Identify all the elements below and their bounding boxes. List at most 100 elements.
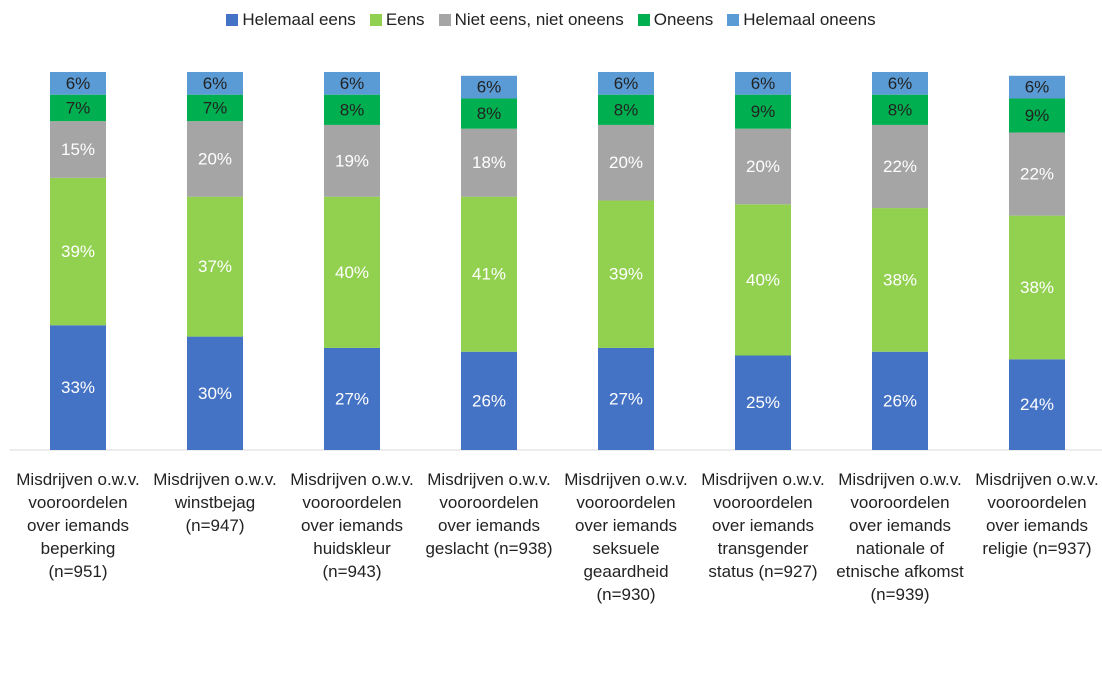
data-label: 8% bbox=[340, 100, 365, 119]
data-label: 19% bbox=[335, 151, 369, 170]
bar-segment bbox=[50, 325, 106, 450]
x-tick-label: Misdrijven o.w.v. winstbejag (n=947) bbox=[153, 470, 277, 535]
legend-label: Niet eens, niet oneens bbox=[454, 10, 624, 29]
data-label: 27% bbox=[609, 389, 643, 408]
bar-segment bbox=[461, 196, 517, 352]
legend-item: Helemaal oneens bbox=[727, 10, 876, 30]
legend-swatch bbox=[226, 14, 239, 26]
data-label: 33% bbox=[61, 378, 95, 397]
data-label: 8% bbox=[614, 100, 639, 119]
legend-swatch bbox=[727, 14, 740, 26]
bar-segment bbox=[324, 72, 380, 95]
data-label: 41% bbox=[472, 265, 506, 284]
bar-segment bbox=[187, 72, 243, 95]
bar-segment bbox=[461, 128, 517, 197]
bar-segment bbox=[324, 124, 380, 197]
data-label: 15% bbox=[61, 140, 95, 159]
data-label: 25% bbox=[746, 393, 780, 412]
bar-segment bbox=[872, 351, 928, 450]
bar-segment bbox=[1009, 215, 1065, 360]
bar-segment bbox=[735, 72, 791, 95]
data-label: 6% bbox=[203, 74, 228, 93]
bar-segment bbox=[187, 196, 243, 337]
legend-item: Oneens bbox=[637, 10, 714, 30]
data-label: 39% bbox=[61, 242, 95, 261]
data-label: 22% bbox=[1020, 165, 1054, 184]
data-label: 9% bbox=[751, 102, 776, 121]
data-label: 24% bbox=[1020, 395, 1054, 414]
x-tick-label: Misdrijven o.w.v. vooroordelen over iema… bbox=[425, 470, 553, 558]
data-label: 37% bbox=[198, 257, 232, 276]
data-label: 6% bbox=[66, 74, 91, 93]
legend-label: Eens bbox=[385, 10, 425, 29]
data-label: 8% bbox=[477, 104, 502, 123]
data-label: 22% bbox=[883, 157, 917, 176]
legend-label: Helemaal eens bbox=[242, 10, 356, 29]
legend-item: Helemaal eens bbox=[226, 10, 356, 30]
legend-swatch bbox=[369, 14, 382, 26]
bar-segment bbox=[735, 94, 791, 129]
data-label: 20% bbox=[198, 149, 232, 168]
bar-segment bbox=[872, 124, 928, 209]
bar-segment bbox=[324, 196, 380, 348]
bar-segment bbox=[461, 98, 517, 129]
data-label: 40% bbox=[746, 270, 780, 289]
data-label: 20% bbox=[609, 153, 643, 172]
data-label: 6% bbox=[751, 74, 776, 93]
data-label: 6% bbox=[340, 74, 365, 93]
legend: Helemaal eens Eens Niet eens, niet oneens O… bbox=[0, 10, 1102, 30]
bar-segment bbox=[187, 336, 243, 450]
bar-segment bbox=[1009, 359, 1065, 450]
bar-segment bbox=[187, 121, 243, 197]
data-label: 8% bbox=[888, 100, 913, 119]
bar-segment bbox=[187, 94, 243, 122]
data-label: 6% bbox=[888, 74, 913, 93]
data-label: 30% bbox=[198, 384, 232, 403]
bar-segment bbox=[735, 204, 791, 356]
bar-segment bbox=[598, 124, 654, 201]
bar-segment bbox=[598, 72, 654, 95]
bar-segment bbox=[50, 121, 106, 178]
legend-item: Eens bbox=[369, 10, 425, 30]
x-tick-label: Misdrijven o.w.v. vooroordelen over iema… bbox=[701, 470, 825, 581]
data-label: 26% bbox=[883, 391, 917, 410]
data-label: 7% bbox=[66, 98, 91, 117]
data-label: 6% bbox=[1025, 78, 1050, 97]
legend-swatch bbox=[438, 14, 451, 26]
data-label: 26% bbox=[472, 391, 506, 410]
bar-segment bbox=[598, 347, 654, 450]
bar-segment bbox=[324, 347, 380, 450]
data-label: 18% bbox=[472, 153, 506, 172]
bar-segment bbox=[50, 72, 106, 95]
data-label: 9% bbox=[1025, 106, 1050, 125]
bar-segment bbox=[872, 72, 928, 95]
data-label: 39% bbox=[609, 265, 643, 284]
bar-segment bbox=[50, 177, 106, 326]
legend-item: Niet eens, niet oneens bbox=[438, 10, 624, 30]
x-tick-label: Misdrijven o.w.v. vooroordelen over iema… bbox=[564, 470, 688, 604]
bar-segment bbox=[872, 208, 928, 352]
data-label: 38% bbox=[883, 270, 917, 289]
bar-segment bbox=[735, 355, 791, 450]
data-label: 38% bbox=[1020, 278, 1054, 297]
bar-segment bbox=[1009, 75, 1065, 99]
data-label: 40% bbox=[335, 263, 369, 282]
bar-segment bbox=[872, 94, 928, 125]
data-label: 6% bbox=[477, 78, 502, 97]
bar-segment bbox=[461, 75, 517, 99]
legend-swatch bbox=[637, 14, 650, 26]
bar-segment bbox=[1009, 98, 1065, 133]
data-label: 27% bbox=[335, 389, 369, 408]
legend-label: Helemaal oneens bbox=[743, 10, 876, 29]
legend-label: Oneens bbox=[653, 10, 714, 29]
x-tick-label: Misdrijven o.w.v. vooroordelen over iema… bbox=[836, 470, 964, 604]
bar-segment bbox=[598, 200, 654, 348]
bar-segment bbox=[735, 128, 791, 205]
x-tick-label: Misdrijven o.w.v. vooroordelen over iema… bbox=[290, 470, 414, 581]
data-label: 6% bbox=[614, 74, 639, 93]
x-tick-label: Misdrijven o.w.v. vooroordelen over iema… bbox=[975, 470, 1099, 558]
bar-segment bbox=[598, 94, 654, 125]
bar-segment bbox=[1009, 132, 1065, 216]
